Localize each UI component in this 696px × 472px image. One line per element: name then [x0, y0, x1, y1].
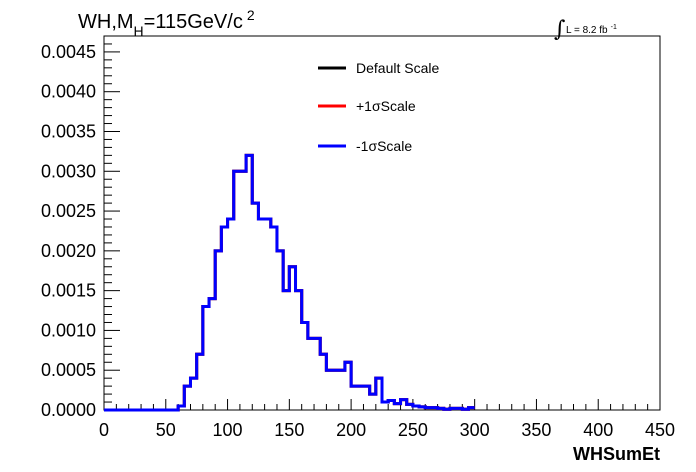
x-tick-label: 300	[460, 420, 490, 440]
legend-entry-1: +1σScale	[356, 98, 416, 114]
y-tick-label: 0.0030	[41, 161, 96, 181]
legend-entry-0: Default Scale	[356, 60, 439, 76]
title-subscript: H	[134, 23, 144, 39]
plot-frame	[103, 35, 661, 411]
x-tick-label: 150	[274, 420, 304, 440]
x-axis-label: WHSumEt	[573, 444, 660, 464]
integral-icon: ∫	[554, 17, 566, 42]
legend-entry-2: -1σScale	[356, 138, 412, 154]
y-tick-label: 0.0045	[41, 42, 96, 62]
y-tick-label: 0.0000	[41, 400, 96, 420]
x-tick-label: 0	[99, 420, 109, 440]
title-base: WH,M	[78, 11, 134, 33]
x-tick-label: 450	[645, 420, 675, 440]
luminosity-label: L = 8.2 fb -1	[566, 24, 617, 36]
title-superscript: 2	[247, 7, 255, 23]
y-tick-label: 0.0020	[41, 241, 96, 261]
y-tick-label: 0.0035	[41, 121, 96, 141]
y-tick-label: 0.0015	[41, 281, 96, 301]
series-line-2	[104, 153, 475, 412]
x-tick-label: 400	[583, 420, 613, 440]
y-tick-label: 0.0010	[41, 320, 96, 340]
axes: 0 50 100 150 200 250 300 350 400 450 0.0000 0.0005 0…	[41, 35, 675, 440]
x-tick-label: 100	[213, 420, 243, 440]
y-tick-label: 0.0025	[41, 201, 96, 221]
x-tick-label: 250	[398, 420, 428, 440]
legend: Default Scale +1σScale -1σScale	[318, 60, 439, 154]
y-tick-label: 0.0040	[41, 82, 96, 102]
x-tick-label: 50	[156, 420, 176, 440]
y-tick-label: 0.0005	[41, 360, 96, 380]
x-tick-label: 200	[336, 420, 366, 440]
series-layer	[104, 153, 475, 412]
chart-title: WH,MH=115GeV/c 2	[78, 7, 255, 39]
x-tick-label: 350	[521, 420, 551, 440]
title-rest: =115GeV/c	[144, 11, 243, 33]
